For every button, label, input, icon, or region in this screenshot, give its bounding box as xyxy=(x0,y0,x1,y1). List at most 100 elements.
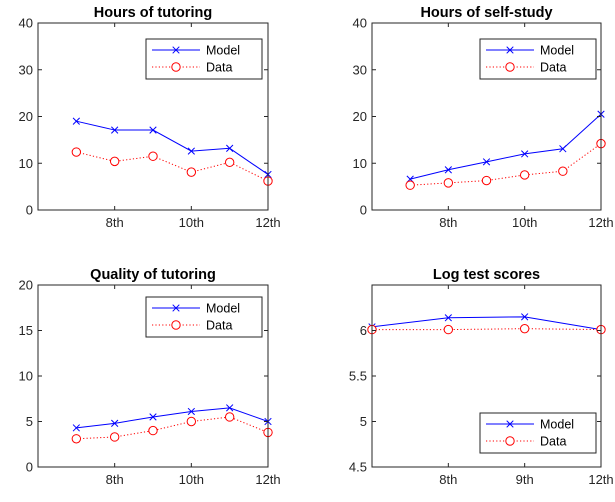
series-line-model xyxy=(76,120,269,175)
y-tick-label: 10 xyxy=(19,369,33,384)
data-point-data-4 xyxy=(558,166,568,176)
data-point-model-0-stroke-b xyxy=(72,117,80,125)
data-point-data-1 xyxy=(443,178,454,188)
legend-marker-data xyxy=(505,436,515,446)
y-tick-label: 0 xyxy=(26,203,33,218)
legend-box xyxy=(145,296,263,338)
y-tick-label: 20 xyxy=(19,109,33,124)
data-point-data-3 xyxy=(186,416,197,427)
data-point-model-4 xyxy=(559,145,567,153)
data-point-data-1 xyxy=(109,156,120,167)
x-tick-label: 9th xyxy=(516,472,534,487)
legend-marker-model-stroke-b xyxy=(506,420,514,428)
data-point-model-1 xyxy=(444,166,452,174)
legend-box xyxy=(479,412,597,454)
legend: Model Data xyxy=(145,296,263,338)
data-point-model-4-stroke-b xyxy=(559,145,567,153)
data-point-model-1-stroke-b xyxy=(111,419,119,427)
data-point-model-2 xyxy=(482,158,491,166)
y-tick-label: 10 xyxy=(353,156,367,171)
data-point-data-1 xyxy=(443,324,454,335)
data-point-data-0 xyxy=(71,147,82,157)
data-point-model-2-stroke-b xyxy=(149,413,157,421)
y-tick-label: 30 xyxy=(19,62,33,77)
data-point-model-1 xyxy=(111,419,119,427)
series-line-data xyxy=(76,151,269,182)
legend-marker-data xyxy=(171,62,181,72)
data-point-model-1-stroke-b xyxy=(444,166,452,174)
x-tick-label: 8th xyxy=(439,472,457,487)
legend-label-model: Model xyxy=(206,44,240,58)
legend-label-model: Model xyxy=(540,418,574,432)
legend-marker-model xyxy=(172,304,180,312)
chart-panel-log_test_scores: 4.5 5 5.5 6 8th 9th 12th Log test scores Model Da… xyxy=(349,267,614,487)
data-point-model-3-stroke-b xyxy=(521,150,529,158)
x-tick-label: 8th xyxy=(439,215,457,230)
chart-panel-hours_tutoring: 0 10 20 30 40 8th 10th 12th Hours of tutoring Mod… xyxy=(19,5,281,230)
chart-title: Log test scores xyxy=(433,267,540,283)
data-point-model-4 xyxy=(226,404,234,412)
legend-box xyxy=(479,38,597,80)
y-tick-label: 30 xyxy=(353,62,367,77)
legend-marker-model xyxy=(506,46,514,54)
data-point-model-4-stroke-b xyxy=(226,144,234,152)
data-point-model-3 xyxy=(187,407,195,416)
legend-marker-model-stroke-b xyxy=(172,46,180,54)
data-point-model-4-stroke-b xyxy=(226,404,234,412)
data-point-model-0-stroke-b xyxy=(72,424,80,432)
y-tick-label: 0 xyxy=(26,460,33,475)
data-point-model-3 xyxy=(187,147,195,155)
series-line-model xyxy=(76,407,269,429)
legend: Model Data xyxy=(479,38,597,80)
y-tick-label: 5 xyxy=(26,414,33,429)
data-point-data-2 xyxy=(519,323,530,334)
data-point-data-1 xyxy=(109,432,120,442)
legend-box xyxy=(145,38,263,80)
x-tick-label: 10th xyxy=(512,215,537,230)
data-point-data-0 xyxy=(71,434,82,444)
legend-marker-model-stroke-b xyxy=(172,304,180,312)
data-point-model-1-stroke-b xyxy=(111,126,119,134)
y-tick-label: 20 xyxy=(19,278,33,293)
y-tick-label: 20 xyxy=(353,109,367,124)
data-point-model-2-stroke-b xyxy=(521,313,529,321)
data-point-data-4 xyxy=(224,157,235,168)
x-tick-label: 10th xyxy=(179,215,204,230)
data-point-model-2-stroke-b xyxy=(482,158,491,166)
legend-marker-data xyxy=(171,320,181,330)
x-tick-label: 8th xyxy=(106,472,124,487)
data-point-data-3 xyxy=(186,167,197,177)
data-point-model-1-stroke-b xyxy=(444,314,452,322)
data-point-data-2 xyxy=(148,425,158,436)
data-point-model-3 xyxy=(521,150,529,158)
legend-label-data: Data xyxy=(540,435,566,449)
data-point-model-1 xyxy=(444,314,452,322)
x-tick-label: 12th xyxy=(255,215,280,230)
x-tick-label: 10th xyxy=(179,472,204,487)
legend-marker-model xyxy=(506,420,514,428)
chart-title: Hours of self-study xyxy=(420,5,552,21)
chart-panel-quality_tutoring: 0 5 10 15 20 8th 10th 12th Quality of tutoring Mo… xyxy=(19,267,281,487)
y-tick-label: 40 xyxy=(19,16,33,31)
data-point-model-4 xyxy=(226,144,234,152)
y-tick-label: 0 xyxy=(360,203,367,218)
data-point-model-3-stroke-b xyxy=(187,147,195,155)
data-point-model-2 xyxy=(149,413,157,421)
x-tick-label: 12th xyxy=(588,215,613,230)
y-tick-label: 5 xyxy=(360,414,367,429)
data-point-model-1 xyxy=(111,126,119,134)
data-point-model-2 xyxy=(149,126,157,134)
data-point-model-0 xyxy=(72,424,80,432)
y-tick-label: 5.5 xyxy=(349,369,367,384)
y-tick-label: 40 xyxy=(353,16,367,31)
legend: Model Data xyxy=(479,412,597,454)
legend: Model Data xyxy=(145,38,263,80)
data-point-data-2 xyxy=(148,151,158,161)
legend-label-model: Model xyxy=(206,302,240,316)
legend-label-data: Data xyxy=(540,61,566,75)
y-tick-label: 15 xyxy=(19,323,33,338)
x-tick-label: 12th xyxy=(588,472,613,487)
chart-title: Hours of tutoring xyxy=(94,5,212,21)
